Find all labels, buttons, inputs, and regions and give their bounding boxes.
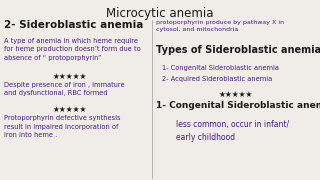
Text: ★★★★★: ★★★★★	[53, 72, 87, 81]
Text: 1- Congenital Sideroblastic anemia: 1- Congenital Sideroblastic anemia	[156, 101, 320, 110]
Text: ★★★★★: ★★★★★	[53, 105, 87, 114]
Text: Protoporphyrin defective synthesis
result in Impaired incorporation of
iron into: Protoporphyrin defective synthesis resul…	[4, 115, 121, 138]
Text: less common, occur in infant/
early childhood: less common, occur in infant/ early chil…	[176, 120, 289, 141]
Text: protoporphyrin produce by pathway X in
cytosol, and mitochondria: protoporphyrin produce by pathway X in c…	[156, 20, 284, 32]
Text: Types of Sideroblastic anemia: Types of Sideroblastic anemia	[156, 45, 320, 55]
Text: 2- Sideroblastic anemia: 2- Sideroblastic anemia	[4, 20, 143, 30]
Text: A type of anemia in which heme require
for heme production doesn’t form due to
a: A type of anemia in which heme require f…	[4, 38, 141, 61]
Text: Despite presence of iron , immature
and dysfunctional, RBC formed: Despite presence of iron , immature and …	[4, 82, 124, 96]
Text: ★★★★★: ★★★★★	[219, 90, 253, 99]
Text: 1- Congenital Sideroblastic anemia: 1- Congenital Sideroblastic anemia	[162, 65, 279, 71]
Text: Microcytic anemia: Microcytic anemia	[106, 7, 214, 20]
Text: 2- Acquired Sideroblastic anemia: 2- Acquired Sideroblastic anemia	[162, 76, 272, 82]
